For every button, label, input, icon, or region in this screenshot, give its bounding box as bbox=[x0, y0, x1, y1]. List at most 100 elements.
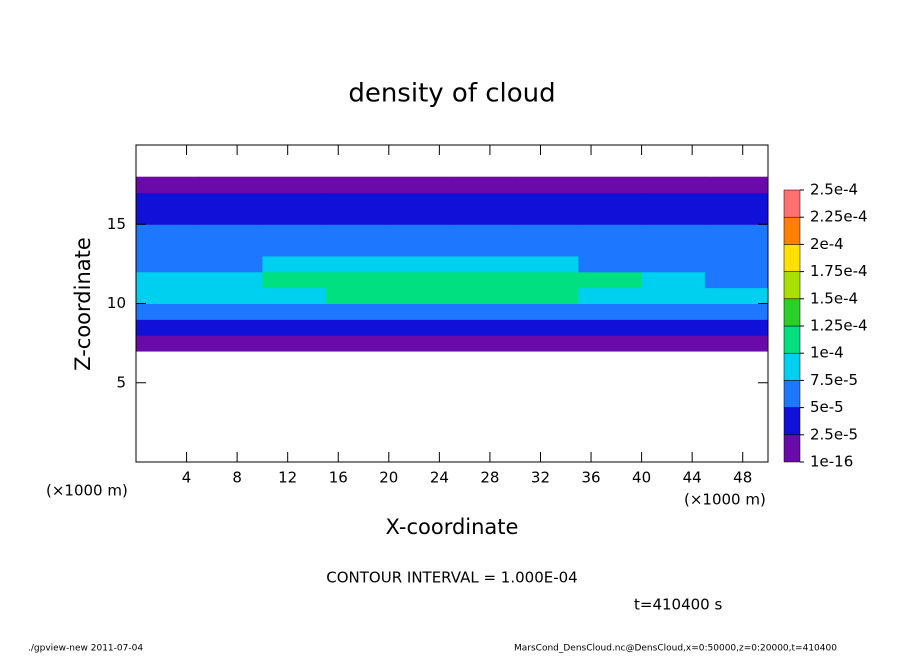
cell bbox=[388, 240, 453, 257]
cell bbox=[262, 176, 327, 194]
colorbar-label: 5e-5 bbox=[810, 398, 844, 416]
colorbar-label: 2.25e-4 bbox=[810, 208, 868, 226]
y-tick-label: 15 bbox=[107, 215, 126, 233]
cell bbox=[199, 287, 263, 304]
cell bbox=[452, 255, 516, 273]
cell bbox=[136, 240, 200, 257]
cell bbox=[262, 208, 327, 225]
cell bbox=[136, 224, 200, 241]
cell bbox=[515, 271, 579, 289]
y-axis-label: Z-coordinate bbox=[71, 237, 95, 371]
cell bbox=[641, 208, 706, 225]
colorbar-band bbox=[783, 189, 801, 218]
colorbar-label: 1e-16 bbox=[810, 453, 853, 471]
cell bbox=[578, 176, 643, 194]
cell bbox=[641, 255, 706, 273]
cell bbox=[388, 192, 453, 209]
cell bbox=[515, 335, 579, 352]
cell bbox=[452, 224, 516, 241]
cell bbox=[262, 192, 327, 209]
cell bbox=[578, 224, 643, 241]
y-tick-label: 5 bbox=[116, 373, 126, 391]
colorbar-label: 1.75e-4 bbox=[810, 262, 868, 280]
y-unit: (×1000 m) bbox=[46, 482, 128, 500]
colorbar-label: 2.5e-5 bbox=[810, 425, 858, 443]
cell bbox=[199, 335, 263, 352]
colorbar-label: 2e-4 bbox=[810, 235, 844, 253]
cell bbox=[704, 176, 769, 194]
cell bbox=[452, 287, 516, 304]
cell bbox=[388, 335, 453, 352]
cell bbox=[388, 224, 453, 241]
colorbar-band bbox=[783, 407, 801, 436]
cell bbox=[704, 255, 769, 273]
x-tick-label: 32 bbox=[531, 469, 550, 487]
cell bbox=[515, 319, 579, 336]
x-tick-label: 40 bbox=[632, 469, 651, 487]
chart-title: density of cloud bbox=[348, 79, 555, 109]
x-tick-label: 4 bbox=[182, 469, 192, 487]
cell bbox=[325, 240, 390, 257]
cell bbox=[452, 240, 516, 257]
cell bbox=[641, 192, 706, 209]
cell bbox=[578, 287, 643, 304]
cell bbox=[388, 271, 453, 289]
cell bbox=[262, 335, 327, 352]
cell bbox=[262, 224, 327, 241]
x-axis-label: X-coordinate bbox=[386, 515, 519, 539]
cell bbox=[325, 335, 390, 352]
cell bbox=[641, 224, 706, 241]
cell bbox=[325, 192, 390, 209]
cell bbox=[452, 176, 516, 194]
x-tick-label: 48 bbox=[733, 469, 752, 487]
y-tick-label: 10 bbox=[107, 294, 126, 312]
cell bbox=[704, 240, 769, 257]
cell bbox=[262, 271, 327, 289]
contour-note: CONTOUR INTERVAL = 1.000E-04 bbox=[326, 569, 577, 587]
cell bbox=[136, 303, 200, 320]
cell bbox=[136, 192, 200, 209]
cell bbox=[199, 192, 263, 209]
cell bbox=[578, 240, 643, 257]
cell bbox=[578, 255, 643, 273]
cell bbox=[641, 287, 706, 304]
cell bbox=[199, 176, 263, 194]
cell bbox=[704, 271, 769, 289]
cell bbox=[136, 208, 200, 225]
cell bbox=[325, 271, 390, 289]
heatmap bbox=[136, 176, 769, 352]
cell bbox=[262, 287, 327, 304]
x-tick-label: 44 bbox=[683, 469, 702, 487]
cell bbox=[136, 176, 200, 194]
cell bbox=[388, 287, 453, 304]
cell bbox=[136, 255, 200, 273]
cell bbox=[704, 208, 769, 225]
cell bbox=[262, 303, 327, 320]
colorbar-band bbox=[783, 216, 801, 245]
x-tick-label: 36 bbox=[581, 469, 600, 487]
x-tick-label: 28 bbox=[480, 469, 499, 487]
cell bbox=[325, 303, 390, 320]
cell bbox=[515, 192, 579, 209]
cell bbox=[641, 303, 706, 320]
cell bbox=[452, 208, 516, 225]
cell bbox=[641, 271, 706, 289]
cell bbox=[641, 176, 706, 194]
cell bbox=[578, 208, 643, 225]
cell bbox=[262, 240, 327, 257]
cell bbox=[704, 319, 769, 336]
colorbar-band bbox=[783, 271, 801, 300]
colorbar-label: 1.25e-4 bbox=[810, 317, 868, 335]
time-note: t=410400 s bbox=[634, 596, 722, 614]
colorbar-label: 7.5e-5 bbox=[810, 371, 858, 389]
x-tick-label: 12 bbox=[278, 469, 297, 487]
cell bbox=[515, 303, 579, 320]
cell bbox=[578, 335, 643, 352]
cell bbox=[325, 176, 390, 194]
cell bbox=[388, 176, 453, 194]
cell bbox=[199, 224, 263, 241]
cell bbox=[704, 335, 769, 352]
cell bbox=[325, 319, 390, 336]
x-tick-label: 16 bbox=[329, 469, 348, 487]
